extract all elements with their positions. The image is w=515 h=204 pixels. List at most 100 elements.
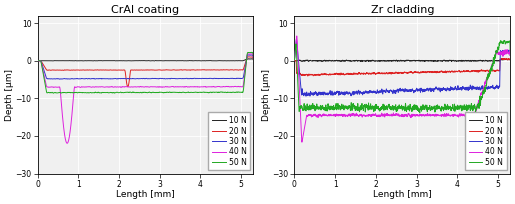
10 N <box>507 58 513 60</box>
50 N <box>134 91 140 94</box>
10 N <box>359 60 365 63</box>
30 N <box>302 94 308 96</box>
Legend: 10 N, 20 N, 30 N, 40 N, 50 N: 10 N, 20 N, 30 N, 40 N, 50 N <box>465 112 507 171</box>
20 N <box>134 69 140 71</box>
40 N <box>140 86 146 88</box>
Y-axis label: Depth [µm]: Depth [µm] <box>5 69 14 121</box>
20 N <box>246 56 252 58</box>
20 N <box>501 58 507 60</box>
30 N <box>397 88 403 91</box>
10 N <box>501 58 507 61</box>
20 N <box>204 69 211 71</box>
10 N <box>45 60 52 62</box>
10 N <box>246 58 252 60</box>
50 N <box>140 91 146 94</box>
40 N <box>294 35 300 37</box>
20 N <box>140 69 146 71</box>
10 N <box>140 60 146 62</box>
Line: 30 N: 30 N <box>38 55 253 79</box>
50 N <box>249 51 255 53</box>
Line: 10 N: 10 N <box>38 59 253 61</box>
40 N <box>204 85 211 88</box>
30 N <box>291 59 298 61</box>
40 N <box>461 114 468 117</box>
50 N <box>35 60 41 62</box>
10 N <box>302 59 308 62</box>
50 N <box>501 39 507 42</box>
30 N <box>501 50 507 52</box>
20 N <box>397 71 403 74</box>
40 N <box>501 53 507 55</box>
40 N <box>249 53 255 55</box>
30 N <box>244 55 250 58</box>
20 N <box>461 70 468 73</box>
30 N <box>35 60 41 62</box>
10 N <box>291 60 298 62</box>
10 N <box>461 59 468 62</box>
Line: 40 N: 40 N <box>295 36 510 142</box>
40 N <box>250 56 256 58</box>
50 N <box>45 91 52 94</box>
50 N <box>250 55 256 57</box>
10 N <box>244 58 250 60</box>
30 N <box>246 54 252 56</box>
50 N <box>501 40 507 42</box>
40 N <box>64 142 70 144</box>
30 N <box>45 78 52 80</box>
20 N <box>244 56 250 59</box>
20 N <box>302 73 308 76</box>
10 N <box>507 59 513 61</box>
50 N <box>461 105 468 108</box>
10 N <box>501 58 507 61</box>
Y-axis label: Depth [µm]: Depth [µm] <box>262 69 271 121</box>
40 N <box>397 114 403 116</box>
Line: 20 N: 20 N <box>38 57 253 87</box>
30 N <box>501 50 507 52</box>
30 N <box>303 95 309 97</box>
Title: CrAl coating: CrAl coating <box>111 5 180 15</box>
20 N <box>507 59 513 61</box>
50 N <box>501 40 507 43</box>
50 N <box>302 105 308 107</box>
20 N <box>504 57 510 60</box>
20 N <box>244 56 250 59</box>
10 N <box>204 59 211 62</box>
10 N <box>250 59 256 61</box>
Title: Zr cladding: Zr cladding <box>370 5 434 15</box>
20 N <box>250 58 256 60</box>
50 N <box>204 91 211 94</box>
10 N <box>151 60 157 62</box>
X-axis label: Length [mm]: Length [mm] <box>116 190 175 199</box>
30 N <box>204 77 211 80</box>
Line: 50 N: 50 N <box>295 40 510 113</box>
40 N <box>244 54 250 56</box>
50 N <box>291 59 298 61</box>
X-axis label: Length [mm]: Length [mm] <box>373 190 432 199</box>
50 N <box>50 92 57 94</box>
30 N <box>134 77 140 80</box>
50 N <box>507 49 513 51</box>
30 N <box>244 55 250 57</box>
10 N <box>397 60 403 62</box>
Legend: 10 N, 20 N, 30 N, 40 N, 50 N: 10 N, 20 N, 30 N, 40 N, 50 N <box>208 112 250 171</box>
40 N <box>299 141 305 143</box>
50 N <box>244 53 250 55</box>
50 N <box>396 105 402 108</box>
20 N <box>305 75 311 77</box>
40 N <box>507 54 513 57</box>
20 N <box>35 60 41 62</box>
50 N <box>417 112 423 114</box>
40 N <box>134 86 140 88</box>
40 N <box>303 120 309 122</box>
30 N <box>250 57 256 59</box>
30 N <box>391 90 397 93</box>
10 N <box>134 60 140 62</box>
40 N <box>291 59 298 61</box>
10 N <box>244 58 250 60</box>
10 N <box>35 60 41 62</box>
Line: 10 N: 10 N <box>295 59 510 62</box>
40 N <box>391 114 397 116</box>
30 N <box>57 78 63 80</box>
Line: 20 N: 20 N <box>295 58 510 76</box>
40 N <box>501 53 507 55</box>
